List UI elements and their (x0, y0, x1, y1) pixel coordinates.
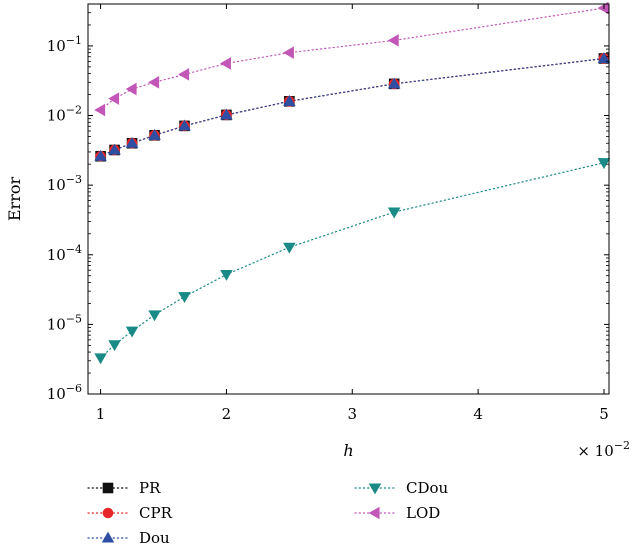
point-cdou-6 (220, 269, 233, 281)
point-cdou-3 (125, 326, 139, 338)
y-tick-label-1: 10−6 (47, 382, 82, 403)
point-cdou-9 (597, 158, 611, 170)
series-line-cdou (99, 162, 605, 359)
point-lod-5 (178, 68, 190, 81)
x-tick-label-2: 2 (222, 405, 232, 423)
point-dou-1 (94, 149, 107, 161)
plot-layer (94, 1, 611, 365)
point-cdou-7 (283, 242, 296, 254)
point-lod-8 (387, 34, 399, 47)
series-line-lod (99, 7, 605, 111)
legend-label-dou: Dou (139, 529, 170, 547)
x-tick-label-4: 4 (473, 405, 483, 423)
x-tick-label-3: 3 (348, 405, 358, 423)
legend-marker-pr (102, 482, 114, 494)
x-axis-multiplier: × 10−2 (577, 439, 630, 460)
point-cdou-1 (94, 353, 107, 365)
point-dou-5 (178, 119, 191, 131)
x-tick-label-1: 1 (96, 405, 106, 423)
y-tick-label-4: 10−3 (47, 173, 82, 194)
point-lod-6 (220, 57, 231, 70)
legend-label-lod: LOD (406, 504, 440, 522)
point-dou-9 (597, 52, 611, 64)
point-cdou-2 (108, 340, 121, 352)
series-line-pr (99, 57, 605, 157)
point-dou-6 (220, 108, 233, 120)
point-dou-3 (125, 136, 139, 148)
point-dou-2 (108, 143, 121, 155)
point-dou-7 (283, 94, 296, 106)
legend-marker-lod (368, 506, 380, 520)
y-tick-label-5: 10−2 (47, 104, 82, 125)
series-line-dou (99, 57, 605, 157)
y-tick-label-3: 10−4 (47, 243, 82, 264)
point-dou-8 (387, 77, 401, 89)
point-cdou-5 (178, 292, 191, 304)
legend-marker-cpr (102, 507, 114, 519)
plot-frame (87, 3, 610, 395)
legend: PR CPR Dou CDou LOD (87, 479, 449, 547)
point-lod-7 (283, 46, 294, 59)
point-lod-3 (125, 82, 137, 96)
series-line-cpr (99, 57, 605, 157)
legend-label-pr: PR (139, 479, 161, 497)
point-cdou-8 (387, 207, 401, 219)
x-tick-label-5: 5 (599, 405, 609, 423)
x-axis-title: h (343, 441, 353, 460)
legend-label-cpr: CPR (139, 504, 173, 522)
point-lod-1 (94, 103, 106, 117)
y-tick-label-6: 10−1 (47, 34, 82, 55)
point-lod-4 (148, 76, 160, 89)
point-dou-4 (148, 128, 161, 140)
point-lod-2 (108, 92, 120, 105)
point-cdou-4 (148, 310, 161, 322)
axis-layer: 1 2 3 4 5 10−6 10−5 10−4 10−3 10−2 10−1 h Error × 10−… (5, 3, 630, 460)
legend-label-cdou: CDou (406, 479, 449, 497)
y-axis-title: Error (5, 177, 24, 222)
y-tick-label-2: 10−5 (47, 312, 82, 333)
legend-marker-dou (101, 531, 115, 543)
point-lod-9 (597, 1, 609, 15)
legend-marker-cdou (368, 483, 382, 495)
